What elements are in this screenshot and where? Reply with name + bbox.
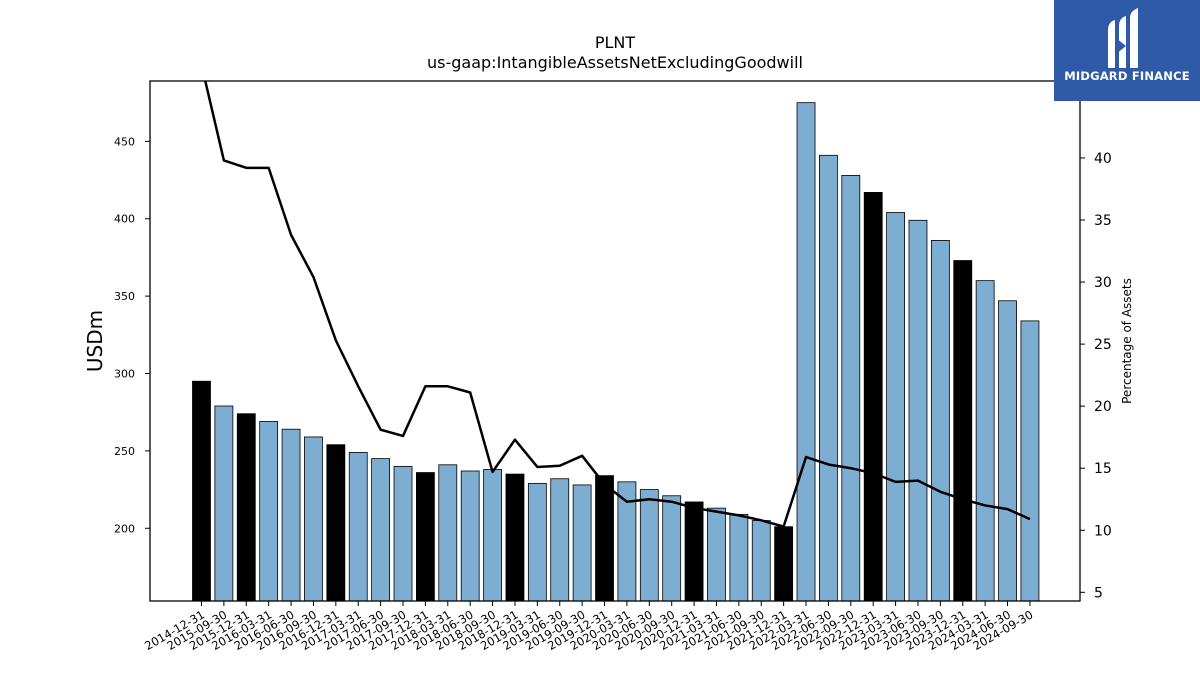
bar-2020-03-31	[617, 481, 637, 602]
chart-title: PLNT	[595, 33, 636, 52]
y-tick-label: 350	[114, 290, 135, 303]
bar-2024-09-30	[1020, 320, 1040, 602]
bar-2021-06-30	[729, 513, 749, 602]
percentage-line	[203, 81, 1031, 528]
y2-tick-label: 30	[1094, 275, 1112, 291]
line-series	[203, 81, 1031, 528]
bar-2021-12-31	[774, 526, 794, 602]
y2-tick-label: 25	[1094, 337, 1112, 353]
bar-2017-09-30	[393, 465, 413, 602]
logo-text: MIDGARD FINANCE	[1064, 69, 1190, 83]
y2-tick-label: 40	[1094, 151, 1112, 167]
bar-2023-06-30	[908, 219, 928, 602]
y2-axis-label: Percentage of Assets	[1120, 278, 1134, 404]
y2-tick-label: 20	[1094, 399, 1112, 415]
bar-2020-12-31	[684, 501, 704, 602]
bar-2017-12-31	[415, 472, 435, 602]
brand-logo: MIDGARD FINANCE	[1054, 0, 1200, 101]
bar-2017-03-31	[348, 452, 368, 602]
bar-2023-03-31	[886, 212, 905, 602]
bar-2021-03-31	[707, 507, 726, 602]
y2-tick-label: 10	[1094, 523, 1112, 539]
y-axis-label: USDm	[83, 310, 107, 372]
bar-series	[192, 102, 1040, 602]
bar-2020-06-30	[639, 489, 659, 602]
y-tick-label: 450	[114, 135, 135, 148]
plot-frame	[149, 80, 1081, 602]
bar-2014-12-31	[192, 380, 211, 602]
bar-2016-12-31	[326, 444, 346, 602]
y-tick-label: 400	[114, 213, 135, 226]
bar-2024-03-31	[975, 280, 995, 602]
bar-2018-09-30	[483, 469, 502, 602]
y-tick-label: 250	[114, 445, 135, 458]
y2-tick-label: 15	[1094, 461, 1112, 477]
bar-2021-09-30	[751, 520, 771, 602]
bar-2016-06-30	[281, 428, 301, 602]
bar-2018-06-30	[460, 470, 480, 602]
bar-2020-09-30	[662, 495, 682, 602]
bar-2015-12-31	[236, 413, 256, 602]
bar-2018-12-31	[505, 473, 525, 602]
bar-2015-09-30	[214, 405, 234, 602]
bar-2017-06-30	[371, 458, 391, 602]
bar-2022-12-31	[863, 192, 883, 602]
y-axis-left: 200 250 300 350 400 450	[114, 135, 150, 535]
y-tick-label: 200	[114, 522, 135, 535]
bar-2019-06-30	[550, 478, 570, 602]
bar-2019-12-31	[595, 475, 614, 602]
chart-subtitle: us-gaap:IntangibleAssetsNetExcludingGood…	[427, 53, 803, 72]
bar-2016-09-30	[304, 436, 323, 602]
bar-2022-09-30	[841, 175, 861, 602]
bar-2023-12-31	[953, 260, 973, 602]
bar-2019-09-30	[572, 484, 592, 602]
bar-2016-03-31	[259, 421, 279, 602]
y-axis-right: 5 10 15 20 25 30 35 40	[1080, 151, 1112, 601]
x-axis: 2014-12-312015-09-302015-12-312016-03-31…	[142, 601, 1035, 653]
bar-2018-03-31	[438, 464, 458, 602]
y2-tick-label: 5	[1094, 585, 1103, 601]
logo-mark-icon	[1108, 8, 1138, 68]
bar-2023-09-30	[930, 240, 950, 602]
bar-2022-03-31	[796, 102, 816, 602]
y-tick-label: 300	[114, 368, 135, 381]
bar-2019-03-31	[527, 482, 547, 602]
bar-2024-06-30	[998, 300, 1017, 602]
bar-2022-06-30	[819, 154, 838, 602]
y2-tick-label: 35	[1094, 213, 1112, 229]
